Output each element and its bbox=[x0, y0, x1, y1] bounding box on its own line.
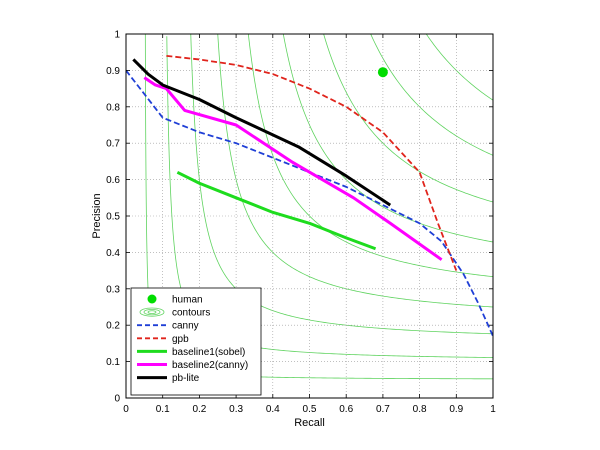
x-tick-label-10: 1 bbox=[490, 404, 496, 415]
legend-label-baseline1-sobel: baseline1(sobel) bbox=[172, 347, 245, 358]
x-tick-label-0: 0 bbox=[123, 404, 129, 415]
human-marker-group bbox=[377, 67, 388, 78]
y-axis-label: Precision bbox=[91, 193, 103, 238]
legend-label-human: human bbox=[172, 295, 203, 306]
contour-line-4 bbox=[217, 34, 493, 308]
human-point bbox=[377, 67, 388, 78]
legend-label-contours: contours bbox=[172, 308, 210, 319]
y-tick-label-5: 0.5 bbox=[106, 212, 120, 223]
grid bbox=[126, 34, 493, 398]
y-tick-label-4: 0.4 bbox=[106, 248, 120, 259]
y-tick-label-7: 0.7 bbox=[106, 139, 120, 150]
y-tick-label-2: 0.2 bbox=[106, 321, 120, 332]
y-tick-label-0: 0 bbox=[114, 394, 120, 405]
legend-label-pb-lite: pb-lite bbox=[172, 373, 200, 384]
legend: human contours canny gpb baseline1(sobel) bas… bbox=[130, 287, 262, 396]
contour-line-9 bbox=[425, 34, 493, 101]
legend-items: human contours canny gpb baseline1(sobel) bas… bbox=[137, 294, 248, 384]
series-line-pb-lite bbox=[132, 58, 392, 207]
x-tick-label-9: 0.9 bbox=[449, 404, 463, 415]
contour-line-3 bbox=[190, 34, 493, 335]
x-tick-label-6: 0.6 bbox=[339, 404, 353, 415]
y-tick-label-9: 0.9 bbox=[106, 66, 120, 77]
x-tick-label-2: 0.2 bbox=[192, 404, 206, 415]
legend-label-baseline2-canny: baseline2(canny) bbox=[172, 360, 248, 371]
x-tick-label-4: 0.4 bbox=[266, 404, 280, 415]
series-group bbox=[126, 54, 493, 337]
y-tick-label-3: 0.3 bbox=[106, 284, 120, 295]
series-line-baseline2-canny bbox=[143, 76, 443, 261]
legend-label-gpb: gpb bbox=[172, 334, 189, 345]
legend-swatch-contours-1 bbox=[143, 308, 161, 316]
contour-line-5 bbox=[247, 34, 493, 278]
x-tick-label-1: 0.1 bbox=[156, 404, 170, 415]
contour-line-7 bbox=[323, 34, 493, 203]
axis-ticks: 0 0.1 0.2 0.3 0.4 0.5 0.6 0.7 0.8 0.9 1 0 0.1 0.2 0.3 0… bbox=[106, 30, 496, 416]
y-tick-label-10: 1 bbox=[114, 30, 120, 41]
x-tick-label-5: 0.5 bbox=[303, 404, 317, 415]
legend-swatch-contours-0 bbox=[139, 307, 165, 317]
series-line-baseline1-sobel bbox=[176, 170, 377, 251]
legend-label-canny: canny bbox=[172, 321, 199, 332]
contour-line-6 bbox=[282, 34, 493, 243]
x-axis-label: Recall bbox=[294, 417, 325, 429]
x-tick-label-7: 0.7 bbox=[376, 404, 390, 415]
legend-swatch-human bbox=[147, 294, 157, 304]
contour-line-8 bbox=[370, 34, 493, 156]
x-tick-label-8: 0.8 bbox=[413, 404, 427, 415]
y-tick-label-1: 0.1 bbox=[106, 357, 120, 368]
series-line-canny bbox=[126, 69, 493, 337]
x-tick-label-3: 0.3 bbox=[229, 404, 243, 415]
legend-swatch-contours-2 bbox=[147, 310, 157, 314]
y-tick-label-6: 0.6 bbox=[106, 175, 120, 186]
y-tick-label-8: 0.8 bbox=[106, 102, 120, 113]
